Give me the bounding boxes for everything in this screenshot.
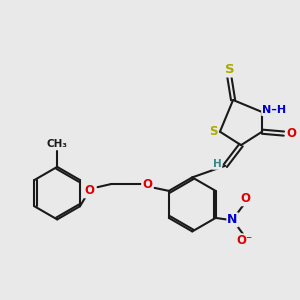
Text: S: S bbox=[224, 64, 234, 76]
Text: S: S bbox=[209, 125, 218, 138]
Text: N: N bbox=[227, 213, 238, 226]
Text: O⁻: O⁻ bbox=[237, 234, 253, 247]
Text: O: O bbox=[240, 192, 250, 205]
Text: O: O bbox=[84, 184, 94, 197]
Text: H: H bbox=[213, 159, 221, 169]
Text: CH₃: CH₃ bbox=[47, 139, 68, 148]
Text: O: O bbox=[286, 127, 296, 140]
Text: O: O bbox=[142, 178, 152, 190]
Text: N–H: N–H bbox=[262, 105, 286, 115]
